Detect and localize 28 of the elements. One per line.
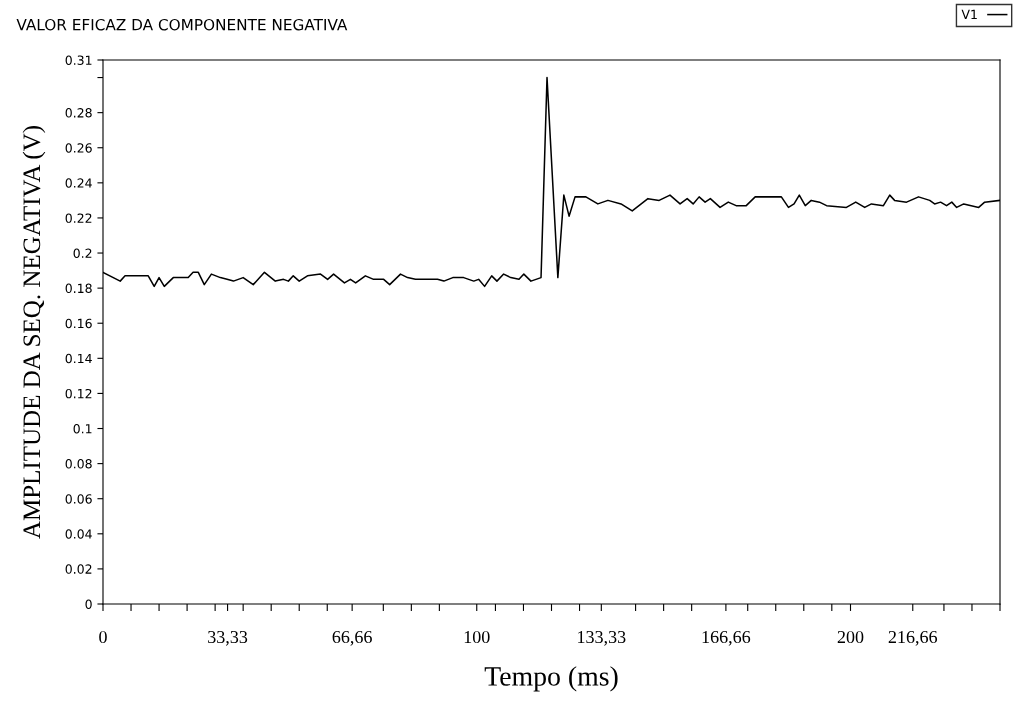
legend-label: V1: [961, 9, 977, 19]
y-tick-label: 0.08: [65, 459, 92, 469]
x-tick-label: 166,66: [702, 630, 751, 646]
x-tick-label: 133,33: [578, 630, 626, 646]
x-tick-label: 0: [99, 630, 107, 644]
x-tick-label: 216,66: [888, 630, 938, 646]
y-tick-label: 0.26: [65, 143, 92, 153]
y-tick-label: 0.06: [65, 494, 92, 504]
y-axis-title: AMPLITUDE DA SEQ. NEGATIVA (V): [22, 126, 46, 539]
x-axis-title: Tempo (ms): [484, 666, 618, 692]
x-tick-label: 66,66: [332, 630, 372, 646]
x-tick-label: 33,33: [208, 630, 248, 646]
chart-title: VALOR EFICAZ DA COMPONENTE NEGATIVA: [16, 18, 348, 31]
x-tick-label: 200: [837, 630, 864, 644]
y-tick-label: 0.18: [65, 283, 92, 294]
y-tick-label: 0: [85, 599, 92, 609]
y-tick-label: 0.12: [65, 388, 92, 399]
y-tick-label: 0.31: [65, 55, 92, 65]
y-tick-label: 0.28: [65, 108, 92, 118]
y-tick-label: 0.14: [65, 353, 92, 364]
y-tick-label: 0.16: [65, 318, 92, 329]
y-tick-label: 0.02: [65, 564, 92, 574]
y-tick-label: 0.1: [73, 423, 92, 434]
y-tick-label: 0.22: [65, 213, 92, 223]
y-tick-label: 0.04: [65, 529, 92, 539]
y-tick-label: 0.2: [73, 248, 92, 258]
y-tick-label: 0.24: [65, 178, 92, 188]
x-tick-label: 100: [464, 630, 490, 644]
